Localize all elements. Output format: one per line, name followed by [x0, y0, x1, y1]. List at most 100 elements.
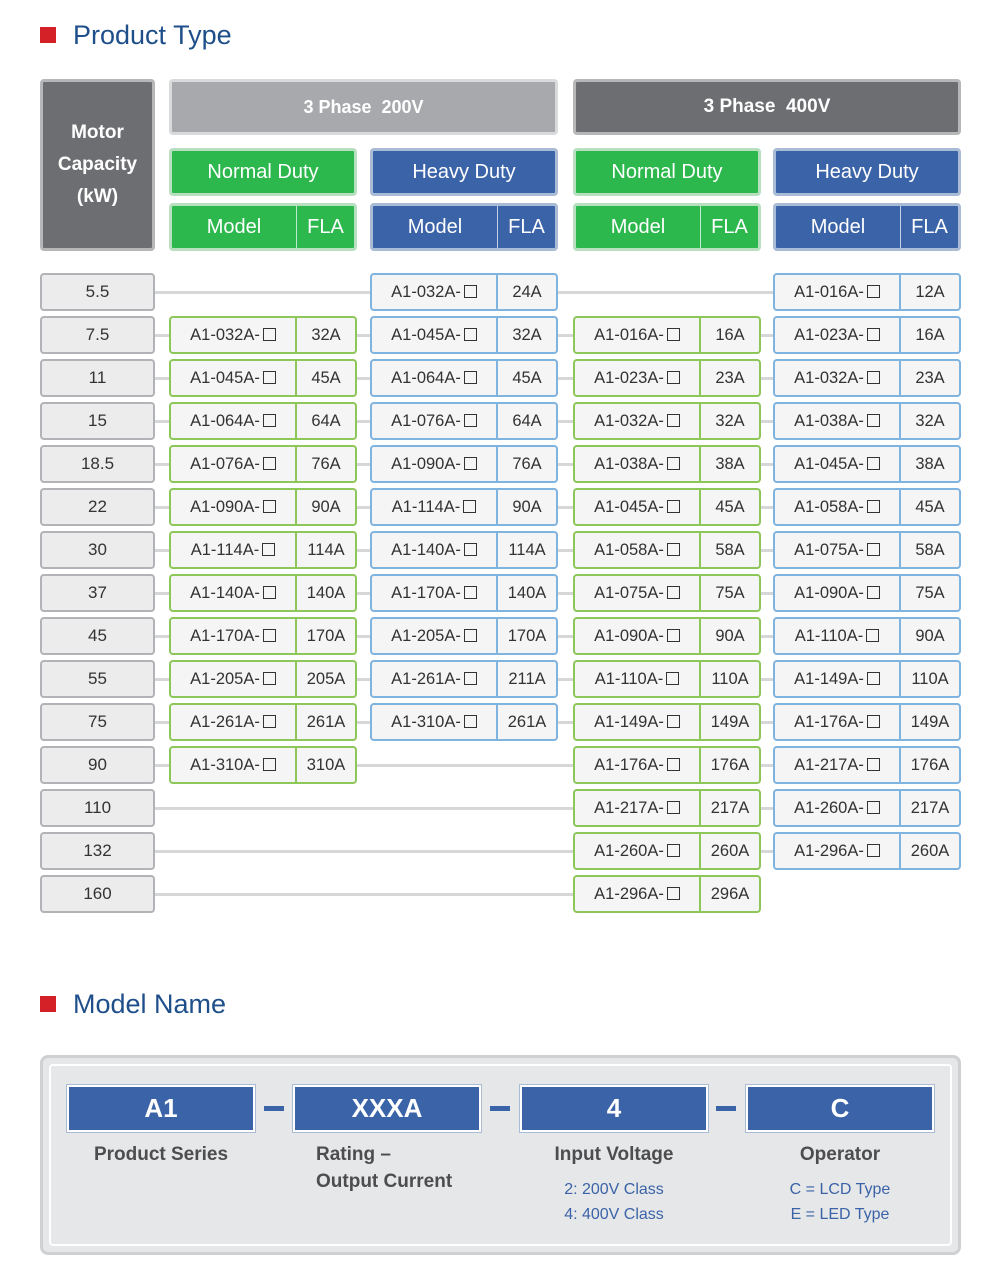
fla-value: 90A	[512, 497, 542, 516]
model-code: A1-260A-	[575, 834, 701, 868]
empty-square-icon	[262, 370, 276, 384]
fla-value: 64A	[512, 411, 542, 430]
model-code-text: A1-170A-	[391, 583, 461, 602]
empty-square-icon	[666, 370, 680, 384]
model-code: A1-032A-	[575, 404, 701, 438]
empty-square-icon	[463, 413, 477, 427]
empty-square-icon	[866, 671, 880, 685]
model-code-text: A1-038A-	[594, 454, 664, 473]
row-connector-line	[357, 334, 370, 337]
fla-value: 32A	[311, 325, 341, 344]
row-connector-line	[155, 463, 169, 466]
row-connector-line	[761, 463, 773, 466]
empty-square-icon	[866, 327, 880, 341]
model-code: A1-140A-	[372, 533, 498, 567]
row-connector-line	[155, 377, 169, 380]
model-code: A1-176A-	[775, 705, 901, 739]
model-code-text: A1-114A-	[190, 540, 260, 559]
model-code: A1-205A-	[171, 662, 297, 696]
heavy-duty-400-header: Heavy Duty	[773, 148, 961, 196]
motor-capacity-header: Motor Capacity (kW)	[40, 79, 155, 251]
row-connector-line	[357, 420, 370, 423]
model-code: A1-170A-	[171, 619, 297, 653]
model-code-text: A1-076A-	[190, 454, 260, 473]
model-code: A1-045A-	[171, 361, 297, 395]
fla-value: 217A	[710, 798, 750, 817]
fla-value: 110A	[911, 669, 949, 688]
empty-square-icon	[666, 499, 680, 513]
empty-square-icon	[866, 800, 880, 814]
row-connector-line	[761, 592, 773, 595]
model-code: A1-114A-	[372, 490, 498, 524]
model-code: A1-075A-	[775, 533, 901, 567]
fla-value: 90A	[915, 626, 945, 645]
model-code: A1-205A-	[372, 619, 498, 653]
row-connector-line	[761, 678, 773, 681]
label-operator: Operator	[799, 1144, 881, 1165]
hd200-subheader: Model FLA	[370, 203, 558, 251]
model-code: A1-110A-	[775, 619, 901, 653]
nd400-model-cell: A1-260A- 260A	[573, 832, 761, 870]
model-code-text: A1-260A-	[594, 841, 664, 860]
empty-square-icon	[463, 284, 477, 298]
model-col-label: Model	[776, 206, 901, 248]
capacity-cell: 5.5	[40, 273, 155, 311]
row-connector-line	[558, 549, 573, 552]
fla-value: 23A	[915, 368, 945, 387]
row-connector-line	[357, 678, 370, 681]
empty-square-icon	[666, 628, 680, 642]
fla-value: 296A	[710, 884, 750, 903]
fla-value: 140A	[306, 583, 346, 602]
empty-square-icon	[866, 456, 880, 470]
nd400-model-cell: A1-176A- 176A	[573, 746, 761, 784]
model-code-text: A1-058A-	[794, 497, 864, 516]
model-code: A1-045A-	[372, 318, 498, 352]
row-connector-line	[357, 592, 370, 595]
model-code-text: A1-064A-	[190, 411, 260, 430]
model-code: A1-045A-	[575, 490, 701, 524]
note-voltage-400: 4: 400V Class	[564, 1206, 664, 1223]
row-connector-line	[155, 721, 169, 724]
fla-value: 261A	[306, 712, 346, 731]
hd200-model-cell: A1-205A- 170A	[370, 617, 558, 655]
model-code-text: A1-296A-	[794, 841, 864, 860]
row-connector-line	[155, 592, 169, 595]
empty-square-icon	[262, 671, 276, 685]
hd200-model-cell: A1-032A- 24A	[370, 273, 558, 311]
fla-value: 58A	[915, 540, 945, 559]
model-code-text: A1-045A-	[794, 454, 864, 473]
nd200-model-cell: A1-170A- 170A	[169, 617, 357, 655]
model-code-text: A1-149A-	[594, 712, 664, 731]
row-connector-line	[558, 377, 573, 380]
model-code: A1-038A-	[775, 404, 901, 438]
row-connector-line	[155, 549, 169, 552]
empty-square-icon	[666, 714, 680, 728]
capacity-cell: 110	[40, 789, 155, 827]
fla-value: 114A	[508, 540, 546, 559]
note-voltage-200: 2: 200V Class	[564, 1181, 664, 1198]
model-code-text: A1-140A-	[190, 583, 260, 602]
phase-400-header: 3 Phase 400V	[573, 79, 961, 135]
model-code: A1-260A-	[775, 791, 901, 825]
model-code-text: A1-090A-	[794, 583, 864, 602]
model-code: A1-310A-	[372, 705, 498, 739]
capacity-cell: 132	[40, 832, 155, 870]
nd400-model-cell: A1-032A- 32A	[573, 402, 761, 440]
fla-value: 75A	[715, 583, 745, 602]
nd200-model-cell: A1-045A- 45A	[169, 359, 357, 397]
model-code-operator: C	[746, 1085, 934, 1132]
fla-value: 45A	[715, 497, 745, 516]
fla-value: 90A	[311, 497, 341, 516]
fla-value: 90A	[715, 626, 745, 645]
nd400-model-cell: A1-217A- 217A	[573, 789, 761, 827]
fla-value: 32A	[715, 411, 745, 430]
note-operator-led: E = LED Type	[790, 1206, 890, 1223]
empty-square-icon	[866, 628, 880, 642]
model-code-text: A1-205A-	[190, 669, 260, 688]
empty-square-icon	[666, 757, 680, 771]
empty-square-icon	[666, 800, 680, 814]
row-connector-line	[155, 678, 169, 681]
empty-square-icon	[866, 757, 880, 771]
empty-square-icon	[866, 542, 880, 556]
fla-value: 149A	[910, 712, 950, 731]
